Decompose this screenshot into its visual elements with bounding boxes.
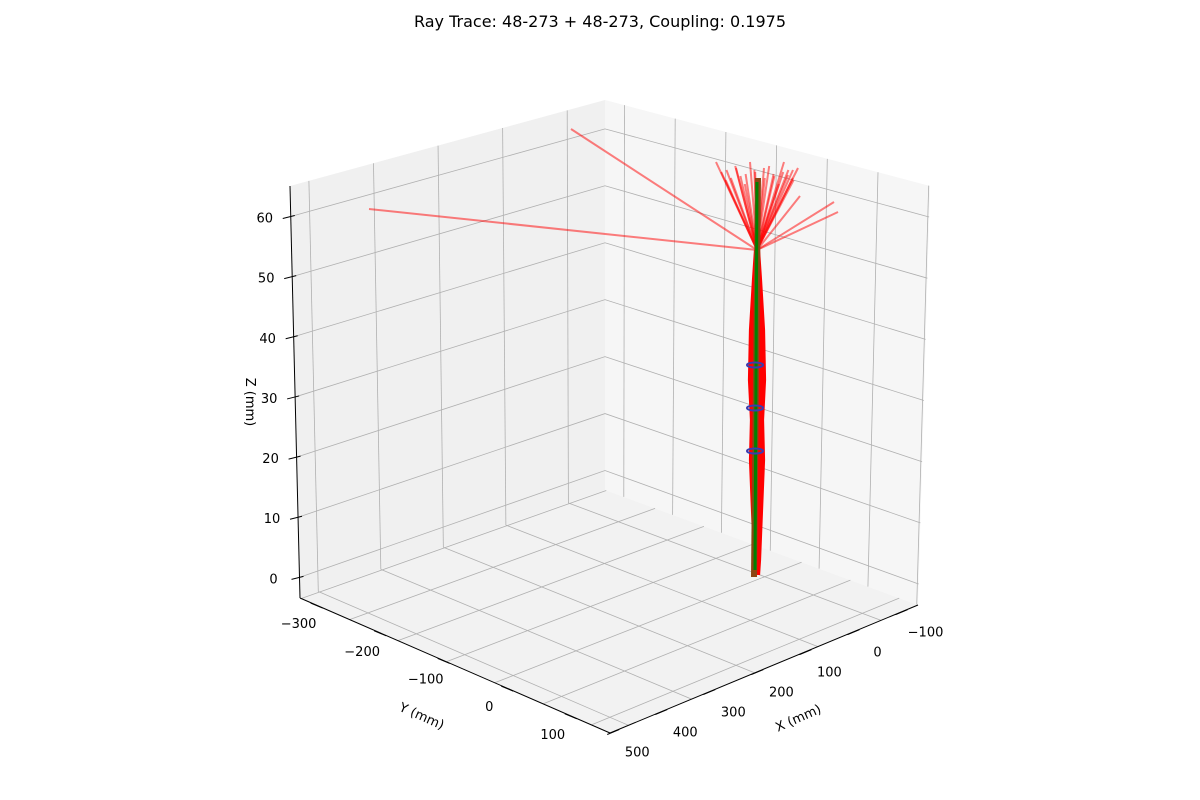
floor-pane (300, 490, 918, 733)
x-gridline-wall (916, 185, 930, 605)
x-tick-label: 300 (721, 706, 746, 721)
x-tick (847, 629, 860, 636)
y-tick-label: −100 (408, 672, 444, 687)
z-gridline (295, 299, 924, 401)
axes-panes (290, 100, 930, 733)
x-tick (895, 609, 908, 616)
z-tick-label: 10 (264, 512, 281, 527)
ray (756, 201, 835, 251)
y-gridline-floor (505, 524, 819, 647)
lens-marker (746, 404, 764, 412)
z-tick (284, 275, 297, 280)
z-axis-line (289, 185, 301, 599)
z-gridline (299, 470, 919, 585)
y-tick (373, 630, 387, 637)
y-gridline-wall (437, 145, 444, 548)
z-tick-label: 60 (256, 211, 273, 226)
x-gridline-floor (494, 561, 802, 684)
y-tick (564, 713, 577, 720)
y-tick (501, 685, 514, 692)
y-tick-label: −200 (344, 645, 380, 660)
ray (756, 167, 799, 251)
ray (756, 195, 801, 251)
z-tick-label: 0 (269, 572, 277, 587)
ray (368, 208, 758, 251)
y-tick (437, 657, 450, 664)
x-tick (751, 669, 764, 676)
z-gridline (292, 185, 928, 279)
y-gridline-wall (502, 127, 507, 526)
y-tick-label: 100 (540, 728, 565, 743)
x-gridline-floor (446, 543, 753, 663)
z-gridline (297, 413, 921, 524)
x-tick-label: 200 (769, 686, 794, 701)
z-tick (282, 215, 295, 219)
x-gridline-floor (349, 508, 656, 620)
y-gridline-floor (568, 502, 882, 621)
ray (756, 211, 839, 251)
lens-marker (746, 447, 764, 455)
x-tick (655, 709, 668, 715)
x-tick-label: 0 (873, 646, 881, 661)
z-tick (288, 455, 301, 460)
tick-marks (282, 215, 908, 735)
z-tick-label: 20 (262, 452, 279, 467)
z-tick (291, 575, 304, 580)
chart-title: Ray Trace: 48-273 + 48-273, Coupling: 0.… (413, 12, 787, 31)
tick-labels: 0 10 20 30 40 50 60 −300 −200 −100 0 100 −100 0 100 200… (256, 211, 943, 760)
z-tick-label: 30 (261, 392, 278, 407)
x-tick (607, 729, 620, 735)
z-tick (289, 515, 303, 520)
x-gridline-wall (867, 172, 879, 587)
x-tick (703, 689, 716, 696)
x-gridline-floor (591, 597, 900, 726)
z-tick-label: 40 (259, 332, 276, 347)
x-tick (799, 649, 812, 656)
ray (729, 177, 758, 251)
y-tick-label: −300 (281, 617, 317, 632)
z-gridline (293, 242, 926, 340)
grid-lines (290, 105, 930, 726)
ray (570, 128, 758, 251)
x-gridline-wall (623, 105, 625, 497)
y-axis-line (299, 597, 611, 734)
ray (756, 169, 790, 251)
x-axis-label: X (mm) (773, 702, 823, 735)
y-gridline-floor (443, 546, 755, 674)
z-gridline (296, 356, 923, 463)
back-right-pane (605, 100, 930, 605)
ray-bundle (757, 249, 767, 576)
lens-marker (746, 361, 764, 369)
y-axis-label: Y (mm) (396, 700, 446, 733)
y-tick (310, 602, 323, 609)
x-tick-label: 500 (625, 745, 650, 760)
x-gridline-wall (721, 131, 727, 533)
y-gridline-floor (318, 591, 629, 726)
x-gridline-floor (397, 525, 705, 642)
z-axis-label: Z (mm) (242, 378, 257, 427)
x-gridline-wall (818, 158, 828, 569)
y-gridline-wall (373, 163, 382, 570)
z-tick-label: 50 (258, 272, 275, 287)
x-tick-label: 400 (673, 726, 698, 741)
y-tick-label: 0 (485, 700, 493, 715)
fiber-rod (746, 177, 764, 578)
y-gridline-floor (380, 569, 692, 700)
core-line (753, 181, 759, 571)
x-tick-label: 100 (817, 666, 842, 681)
x-tick-label: −100 (908, 626, 944, 641)
z-tick (286, 395, 300, 400)
x-gridline-floor (301, 490, 607, 599)
x-gridline-wall (672, 118, 676, 515)
x-gridline-floor (542, 579, 851, 705)
z-tick (285, 335, 298, 340)
z-gridline (290, 128, 930, 218)
y-gridline-wall (308, 180, 319, 592)
y-gridline-wall (566, 110, 569, 503)
